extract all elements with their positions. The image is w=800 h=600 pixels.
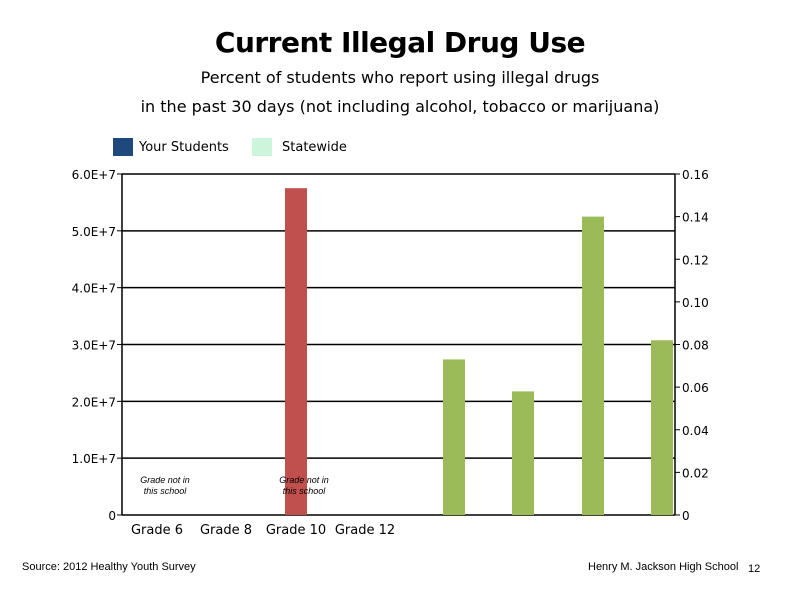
source-note: Source: 2012 Healthy Youth Survey — [22, 561, 196, 573]
right-axis-tick-label: 0.06 — [682, 381, 709, 395]
legend-item-statewide: Statewide — [252, 137, 347, 157]
category-label: Grade 12 — [335, 523, 395, 538]
legend-swatch-statewide — [252, 138, 272, 156]
bar-grade-10 — [285, 188, 307, 516]
chart-title: Current Illegal Drug Use — [214, 26, 586, 59]
chart-subtitle-line-2: in the past 30 days (not including alcoh… — [140, 97, 660, 116]
right-axis-tick-label: 0 — [682, 509, 690, 523]
grade-not-in-school-note: Grade not in — [140, 475, 190, 485]
chart-subtitle-line-1: Percent of students who report using ill… — [200, 68, 600, 87]
school-name: Henry M. Jackson High School — [588, 561, 739, 573]
category-label: Grade 6 — [131, 523, 183, 538]
secondary-bar — [443, 359, 465, 515]
category-label: Grade 8 — [200, 523, 252, 538]
left-axis-tick-label: 0 — [108, 509, 116, 523]
legend-item-your-students: Your Students — [113, 137, 229, 157]
secondary-bar — [582, 216, 604, 515]
right-axis-tick-label: 0.02 — [682, 466, 709, 480]
grade-not-in-school-note: this school — [144, 486, 188, 496]
left-axis-tick-label: 5.0E+7 — [72, 225, 116, 239]
right-axis-tick-label: 0.16 — [682, 168, 709, 182]
grade-not-in-school-note: this school — [283, 486, 327, 496]
legend-label-your-students: Your Students — [139, 139, 229, 155]
legend-label-statewide: Statewide — [282, 139, 347, 155]
right-axis-tick-label: 0.14 — [682, 211, 709, 225]
right-axis-tick-label: 0.04 — [682, 424, 709, 438]
legend-swatch-your-students — [113, 138, 133, 156]
right-axis-tick-label: 0.12 — [682, 253, 709, 267]
right-axis-tick-label: 0.08 — [682, 339, 709, 353]
secondary-bar — [651, 340, 673, 515]
grade-not-in-school-note: Grade not in — [279, 475, 329, 485]
left-axis-tick-label: 3.0E+7 — [72, 339, 116, 353]
right-axis-tick-label: 0.10 — [682, 296, 709, 310]
left-axis-tick-label: 1.0E+7 — [72, 452, 116, 466]
left-axis-tick-label: 6.0E+7 — [72, 168, 116, 182]
secondary-bar — [512, 391, 534, 515]
page-number: 12 — [748, 563, 761, 575]
left-axis-tick-label: 4.0E+7 — [72, 282, 116, 296]
category-label: Grade 10 — [266, 523, 326, 538]
left-axis-tick-label: 2.0E+7 — [72, 395, 116, 409]
